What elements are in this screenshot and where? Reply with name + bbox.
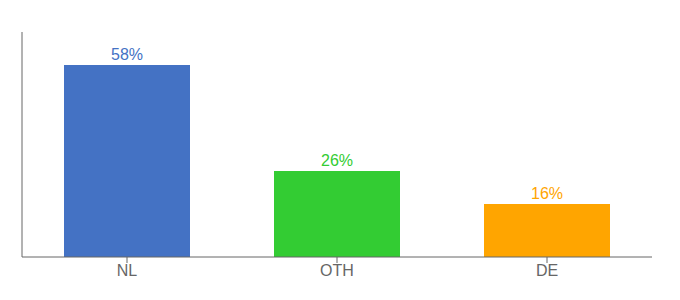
svg-text:26%: 26%: [321, 152, 353, 169]
svg-text:16%: 16%: [531, 185, 563, 202]
svg-text:OTH: OTH: [320, 262, 354, 279]
svg-text:DE: DE: [536, 262, 558, 279]
svg-text:58%: 58%: [111, 46, 143, 63]
svg-text:NL: NL: [117, 262, 138, 279]
